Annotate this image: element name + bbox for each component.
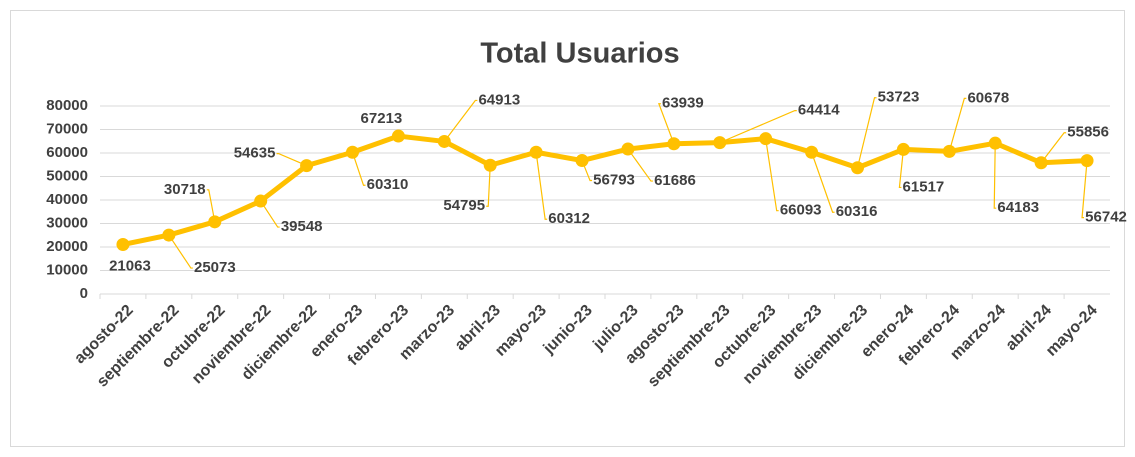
- y-tick-label: 50000: [46, 167, 88, 184]
- data-label: 30718: [164, 181, 206, 198]
- data-label: 64183: [997, 199, 1039, 216]
- data-label: 60316: [836, 203, 878, 220]
- data-label: 60312: [548, 210, 590, 227]
- y-tick-label: 10000: [46, 261, 88, 278]
- point: [391, 129, 405, 143]
- leader-line: [657, 103, 675, 144]
- y-tick-label: 20000: [46, 238, 88, 255]
- leader-line: [486, 165, 491, 207]
- y-tick-label: 40000: [46, 191, 88, 208]
- data-label: 63939: [662, 95, 704, 112]
- leader-line: [260, 200, 280, 228]
- data-label: 56793: [593, 172, 635, 189]
- leader-line: [993, 143, 997, 209]
- data-label: 25073: [194, 259, 236, 276]
- data-label: 39548: [281, 218, 323, 235]
- data-label: 64913: [478, 91, 520, 108]
- leader-line: [765, 138, 779, 212]
- data-label: 60678: [967, 89, 1009, 106]
- data-label: 64414: [798, 102, 840, 119]
- y-tick-label: 30000: [46, 214, 88, 231]
- leader-line: [443, 99, 478, 142]
- data-label: 21063: [109, 257, 151, 274]
- leader-line: [856, 97, 877, 168]
- leader-line: [811, 152, 835, 213]
- y-tick-label: 80000: [46, 97, 88, 114]
- leader-line: [627, 148, 653, 182]
- data-label: 61517: [903, 178, 945, 195]
- data-label: 54635: [234, 145, 276, 162]
- y-tick-label: 0: [80, 285, 88, 302]
- data-label: 54795: [443, 197, 485, 214]
- leader-line: [168, 234, 193, 269]
- leader-line: [351, 152, 366, 186]
- line: [122, 133, 1088, 247]
- data-label: 61686: [654, 172, 696, 189]
- leader-line: [581, 160, 593, 182]
- chart-title: Total Usuarios: [480, 38, 679, 70]
- leader-line: [898, 149, 905, 189]
- data-label: 55856: [1067, 124, 1109, 141]
- data-label: 60310: [367, 176, 409, 193]
- data-label: 56742: [1085, 209, 1127, 226]
- data-label: 53723: [878, 89, 920, 106]
- y-tick-label: 70000: [46, 120, 88, 137]
- leader-line: [1081, 160, 1088, 219]
- leader-line: [1040, 132, 1067, 164]
- data-label: 67213: [361, 110, 403, 127]
- leader-line: [948, 97, 967, 152]
- leader-line: [719, 110, 797, 144]
- point: [116, 238, 130, 252]
- leader-line: [276, 153, 307, 167]
- chart-border: [10, 10, 1125, 447]
- y-tick-label: 60000: [46, 144, 88, 161]
- leader-line: [206, 189, 216, 222]
- data-label: 66093: [780, 202, 822, 219]
- leader-line: [535, 152, 548, 220]
